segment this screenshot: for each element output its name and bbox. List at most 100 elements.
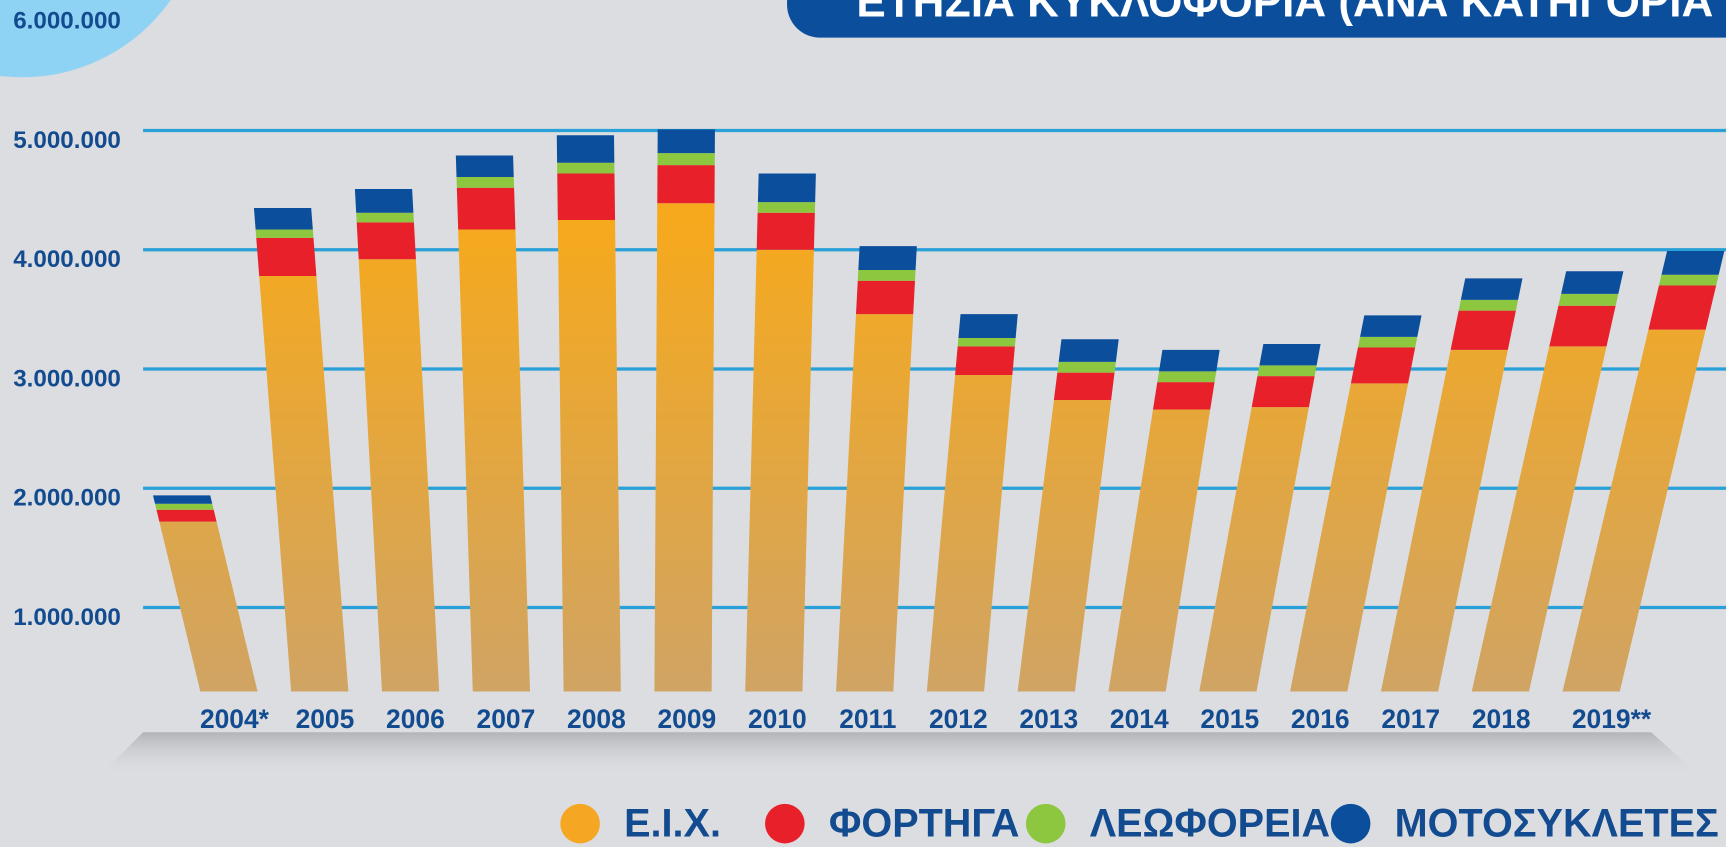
- bar-segment: [1648, 285, 1717, 330]
- chart-title: ΕΤΗΣΙΑ ΚΥΚΛΟΦΟΡΙΑ (ΑΝΑ ΚΑΤΗΓΟΡΙΑ ΟΧ: [856, 0, 1726, 26]
- title-box: [787, 0, 1726, 38]
- legend-swatch: [765, 803, 805, 844]
- x-tick-label: 2007: [477, 704, 536, 734]
- bar-segment: [857, 270, 916, 281]
- bar-segment: [259, 275, 349, 692]
- bar-segment: [1159, 349, 1220, 372]
- bar-segment: [1658, 274, 1719, 286]
- x-tick-label: 2005: [296, 704, 355, 734]
- bar-segment: [756, 212, 815, 250]
- y-tick-label: 2.000.000: [13, 485, 121, 512]
- legend-label: ΦΟΡΤΗΓΑ: [829, 801, 1020, 845]
- bar-segment: [255, 229, 314, 238]
- bar-segment: [757, 202, 816, 213]
- bar-segment: [1251, 376, 1315, 408]
- bar-segment: [1017, 400, 1112, 692]
- bar-segment: [354, 188, 414, 213]
- legend-swatch: [1025, 803, 1066, 844]
- bar-segment: [1558, 293, 1619, 306]
- bar-segment: [657, 153, 715, 166]
- bar-segment: [358, 259, 440, 692]
- x-tick-label: 2014: [1110, 704, 1169, 734]
- bar-segment: [757, 173, 816, 203]
- x-tick-label: 2019**: [1572, 704, 1652, 734]
- bar-segment: [159, 521, 258, 692]
- bar-segment: [1152, 382, 1215, 410]
- bar-segment: [745, 249, 814, 692]
- bar-segment: [1360, 315, 1422, 337]
- bar-segment: [156, 509, 217, 522]
- x-tick-label: 2010: [748, 704, 807, 734]
- x-tick-label: 2004*: [200, 704, 270, 734]
- bar-segment: [1053, 372, 1115, 401]
- bar-segment: [356, 222, 416, 260]
- bar-segment: [455, 155, 514, 178]
- bar-segment: [1058, 339, 1119, 362]
- bar-segment: [1450, 310, 1516, 350]
- bar-segment: [1661, 250, 1725, 275]
- bar-segment: [155, 503, 214, 510]
- x-tick-label: 2008: [567, 704, 626, 734]
- bar-segment: [1357, 336, 1418, 348]
- bar-segment: [456, 177, 515, 188]
- bar-segment: [253, 208, 313, 230]
- bar-segment: [557, 219, 621, 692]
- bar-segment: [1290, 383, 1409, 692]
- bar-segment: [557, 162, 615, 174]
- bar-segment: [957, 338, 1016, 347]
- bar-segment: [858, 246, 917, 271]
- bar-segment: [1458, 299, 1519, 311]
- floor-shadow: [99, 732, 1701, 777]
- y-tick-label: 6.000.000: [13, 8, 121, 35]
- y-tick-label: 5.000.000: [13, 127, 121, 154]
- legend-swatch: [560, 803, 600, 844]
- x-tick-label: 2013: [1019, 704, 1078, 734]
- bars: [153, 129, 1725, 692]
- legend-label: ΜΟΤΟΣΥΚΛΕΤΕΣ: [1395, 801, 1719, 845]
- x-tick-label: 2017: [1381, 704, 1440, 734]
- x-tick-label: 2006: [386, 704, 445, 734]
- y-tick-label: 4.000.000: [13, 246, 121, 273]
- bar-segment: [657, 165, 715, 204]
- bar-segment: [1257, 365, 1317, 377]
- bar-segment: [1561, 271, 1624, 294]
- x-tick-label: 2009: [658, 704, 717, 734]
- corner-bubble: [0, 0, 171, 78]
- bar-segment: [356, 212, 414, 223]
- bar-segment: [926, 374, 1013, 692]
- y-tick-label: 3.000.000: [13, 365, 121, 392]
- legend-label: Ε.Ι.Χ.: [624, 801, 721, 845]
- bar-segment: [1157, 371, 1217, 383]
- x-tick-label: 2015: [1200, 704, 1259, 734]
- bar-segment: [1057, 361, 1116, 373]
- bar-segment: [456, 187, 516, 230]
- bar-segment: [153, 495, 213, 504]
- labels: 1.000.000 2.000.000 3.000.000 4.000.000 5.00…: [13, 8, 1719, 846]
- bar-segment: [657, 129, 715, 154]
- x-tick-label: 2016: [1291, 704, 1350, 734]
- y-tick-label: 1.000.000: [13, 604, 121, 631]
- bar-segment: [556, 135, 615, 163]
- bar-segment: [1108, 409, 1211, 692]
- bar-segment: [1199, 407, 1309, 692]
- x-tick-label: 2011: [839, 704, 896, 734]
- bar-segment: [557, 173, 616, 220]
- bar-segment: [958, 314, 1018, 339]
- x-tick-label: 2018: [1472, 704, 1531, 734]
- bar-segment: [1380, 349, 1508, 692]
- bar-segment: [1562, 329, 1706, 692]
- bar-segment: [458, 229, 531, 692]
- bar-segment: [256, 237, 317, 276]
- bar-segment: [1259, 343, 1321, 366]
- x-tick-label: 2012: [929, 704, 988, 734]
- bar-segment: [1471, 346, 1607, 692]
- bar-segment: [836, 314, 914, 692]
- bar-segment: [654, 203, 715, 692]
- bar-segment: [1460, 278, 1523, 300]
- bar-segment: [855, 280, 915, 315]
- bar-segment: [1350, 347, 1416, 384]
- legend-label: ΛΕΩΦΟΡΕΙΑ: [1090, 801, 1330, 845]
- bar-segment: [1549, 305, 1616, 347]
- bar-segment: [955, 346, 1015, 375]
